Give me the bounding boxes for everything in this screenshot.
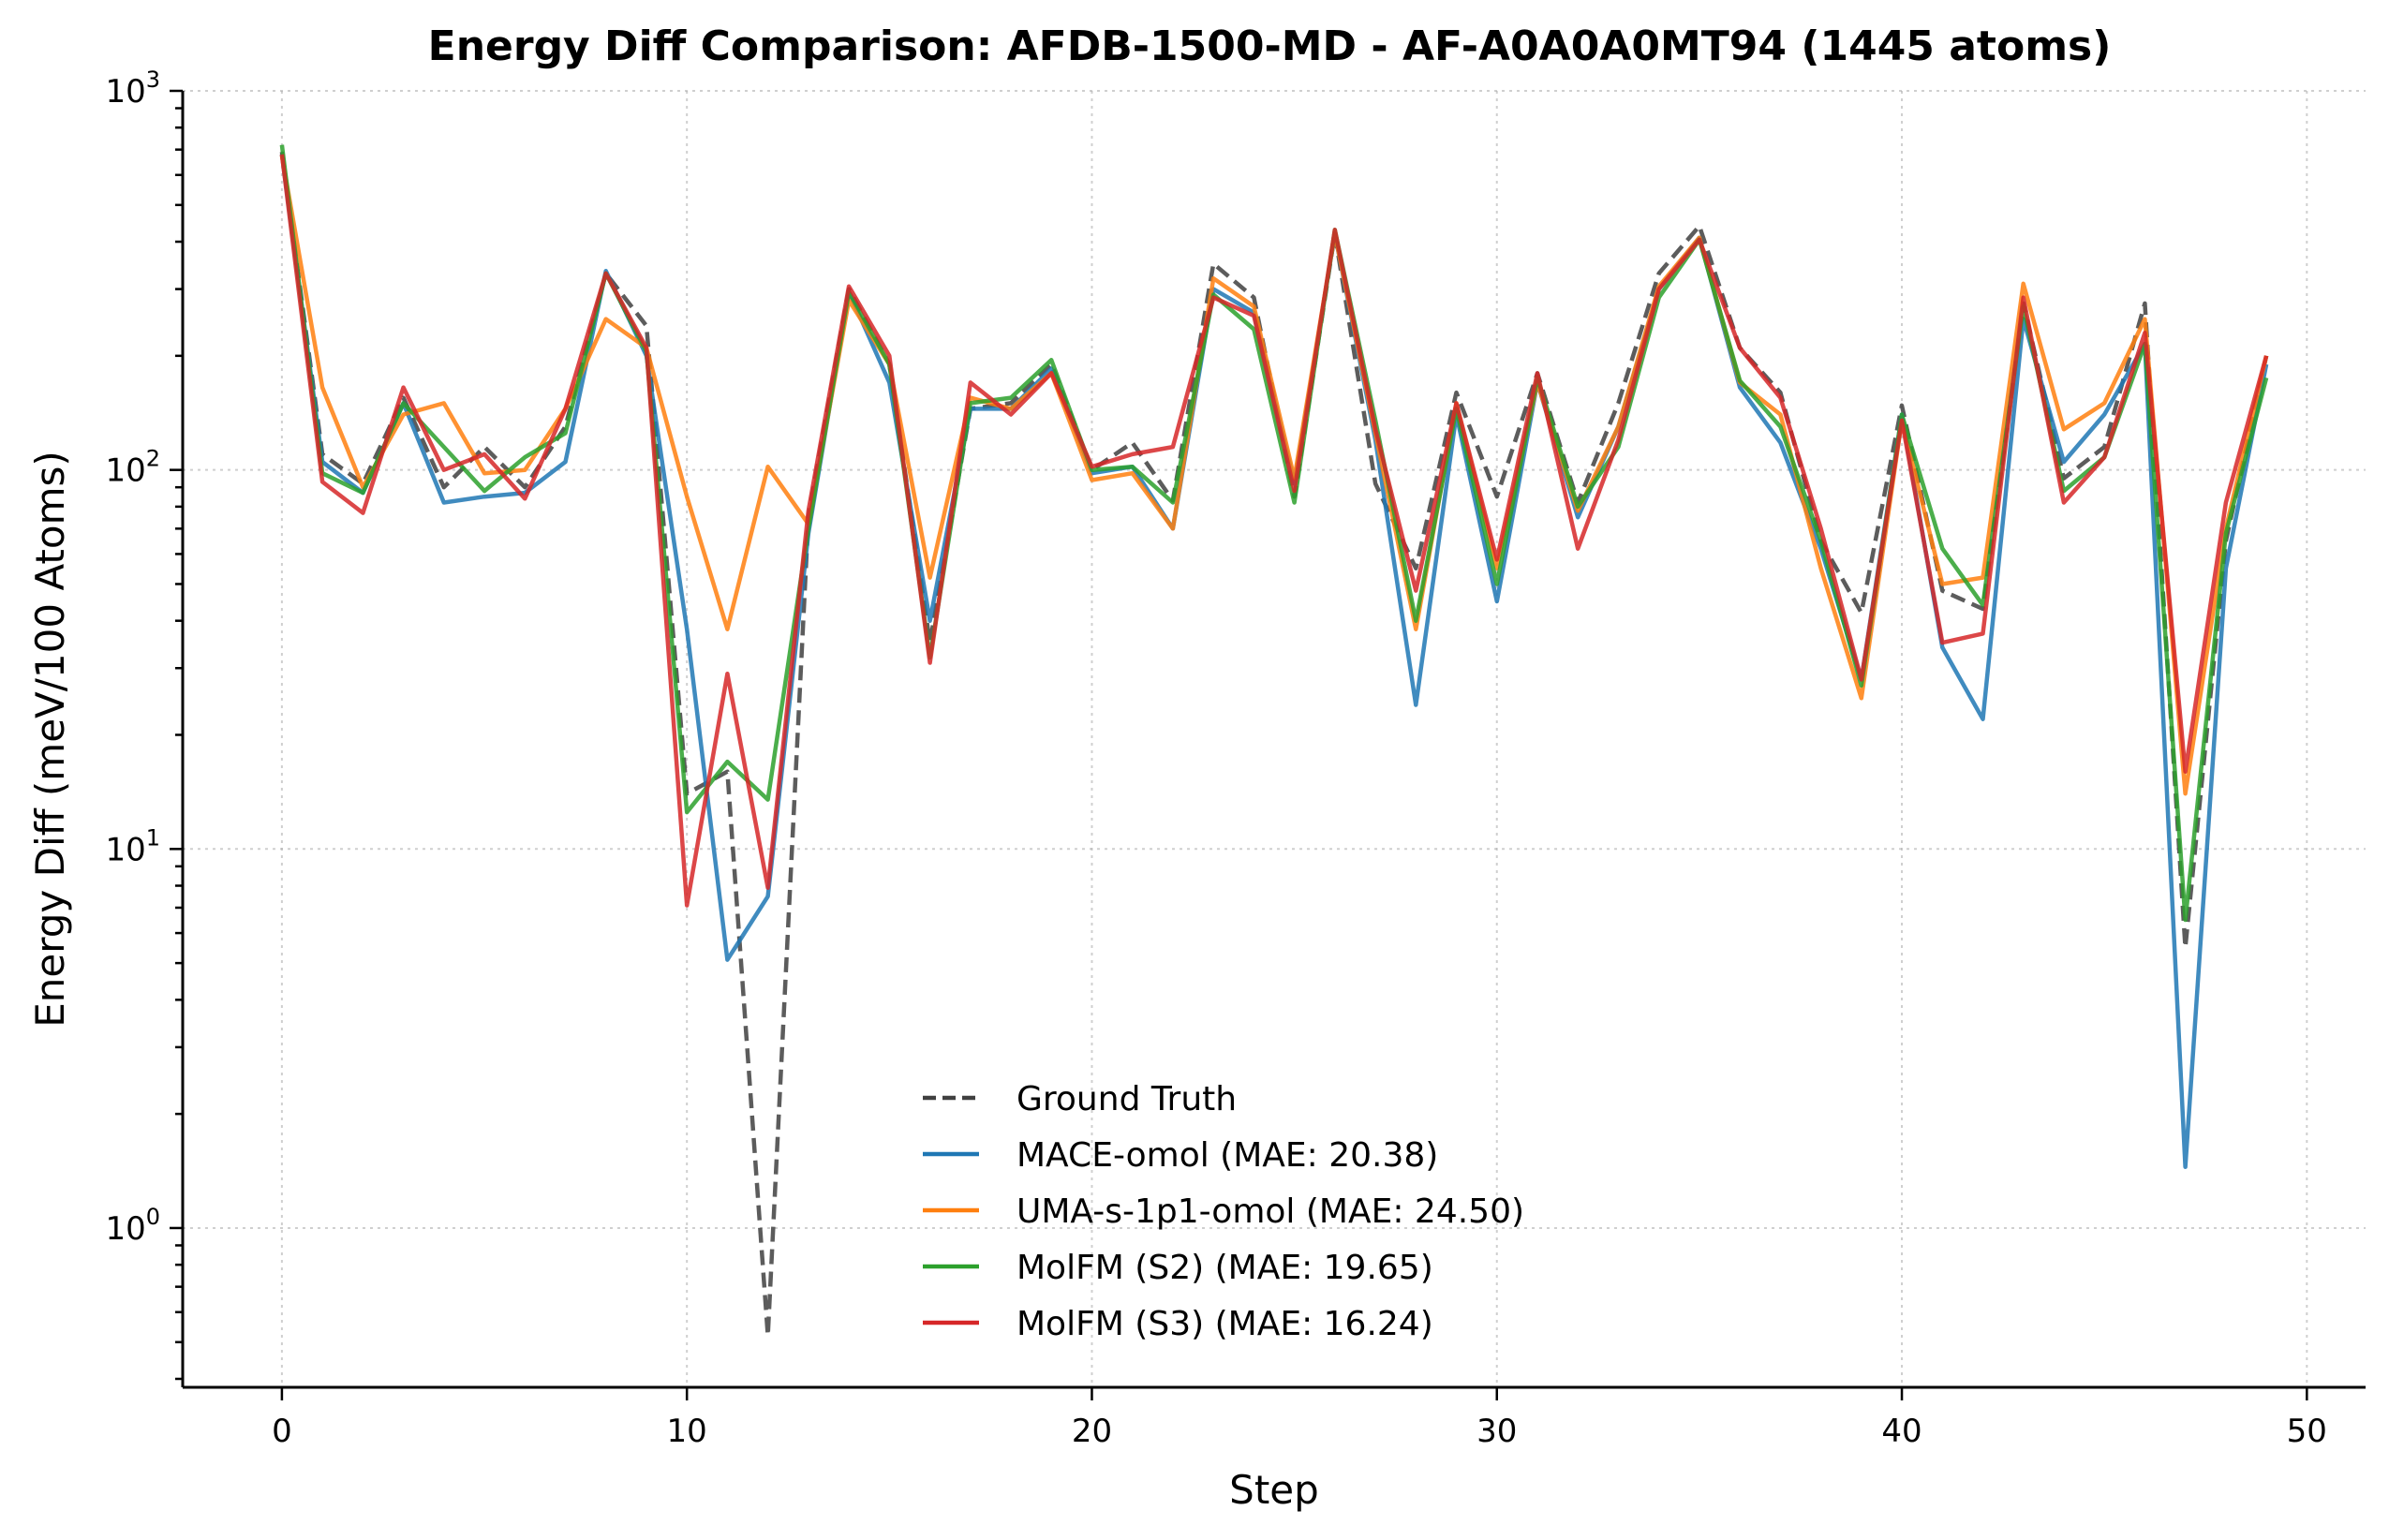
legend-label: MolFM (S2) (MAE: 19.65) bbox=[1016, 1249, 1433, 1287]
legend-label: UMA-s-1p1-omol (MAE: 24.50) bbox=[1016, 1192, 1524, 1231]
x-tick-label: 10 bbox=[667, 1413, 707, 1450]
x-axis-label: Step bbox=[1229, 1467, 1319, 1513]
series-line bbox=[279, 154, 2269, 908]
x-tick-label: 0 bbox=[272, 1413, 292, 1450]
grid-lines bbox=[183, 90, 2366, 1387]
y-axis-label: Energy Diff (meV/100 Atoms) bbox=[27, 451, 73, 1028]
series-line bbox=[279, 155, 2269, 796]
x-tick-label: 50 bbox=[2287, 1413, 2327, 1450]
chart-title: Energy Diff Comparison: AFDB-1500-MD - A… bbox=[428, 22, 2112, 70]
x-tick-label: 30 bbox=[1476, 1413, 1517, 1450]
data-series bbox=[279, 144, 2269, 1339]
x-tick-label: 20 bbox=[1072, 1413, 1112, 1450]
legend-label: MolFM (S3) (MAE: 16.24) bbox=[1016, 1305, 1433, 1343]
legend-label: Ground Truth bbox=[1016, 1080, 1237, 1118]
y-tick-label: 101 bbox=[105, 824, 160, 868]
x-tick-label: 40 bbox=[1881, 1413, 1922, 1450]
legend-label: MACE-omol (MAE: 20.38) bbox=[1016, 1136, 1438, 1175]
legend: Ground Truth MACE-omol (MAE: 20.38) UMA-s-… bbox=[923, 1080, 1524, 1343]
